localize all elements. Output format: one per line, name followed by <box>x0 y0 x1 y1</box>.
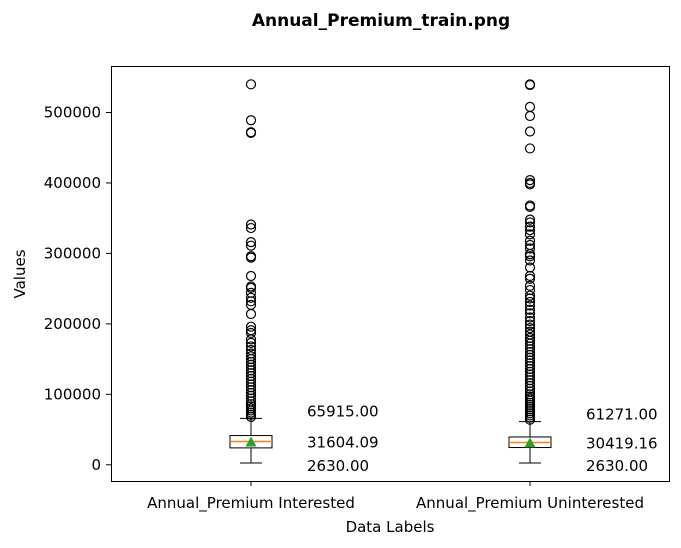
stat-annotation: 31604.09 <box>307 434 379 452</box>
outlier-point <box>524 175 536 186</box>
outlier-point <box>245 219 257 230</box>
outlier-point <box>524 221 536 232</box>
y-axis-label: Values <box>11 249 29 298</box>
outlier-point <box>524 143 536 154</box>
outlier-point <box>524 315 536 327</box>
outlier-point <box>245 270 257 282</box>
stat-annotation: 30419.16 <box>586 434 658 452</box>
outlier-point <box>245 327 257 339</box>
outlier-point <box>245 296 257 307</box>
y-tick-label: 400000 <box>44 174 101 192</box>
outlier-point <box>524 323 536 334</box>
outlier-point <box>245 115 257 126</box>
outlier-point <box>524 273 536 284</box>
stat-annotation: 2630.00 <box>586 457 648 475</box>
outlier-point <box>524 229 536 240</box>
outlier-point <box>245 222 257 234</box>
box-series: 65915.00 31604.09 2630.00 <box>229 79 379 475</box>
box-group: 65915.00 31604.09 2630.00 61271.00 30419.16 2… <box>229 79 658 475</box>
outlier-point <box>245 282 257 294</box>
outlier-point <box>524 304 536 315</box>
y-tick-label: 500000 <box>44 104 101 122</box>
outlier-point <box>524 79 536 91</box>
outlier-point <box>245 393 257 404</box>
chart-title: Annual_Premium_train.png <box>252 11 510 31</box>
outlier-point <box>245 79 257 90</box>
outlier-point <box>524 214 536 225</box>
y-tick-label: 0 <box>91 456 101 474</box>
mean-marker <box>245 436 257 447</box>
outlier-point <box>524 179 536 190</box>
mean-marker <box>524 437 536 448</box>
outlier-point <box>524 319 536 330</box>
outlier-point <box>524 251 536 262</box>
outlier-point <box>524 235 536 246</box>
outlier-point <box>245 240 257 251</box>
outlier-point <box>524 312 536 323</box>
x-axis-label: Data Labels <box>346 518 435 536</box>
outlier-point <box>245 308 257 320</box>
outlier-point <box>524 280 536 291</box>
outlier-point <box>245 334 257 345</box>
outlier-point <box>524 270 536 282</box>
y-tick-label: 100000 <box>44 385 101 403</box>
stat-annotation: 2630.00 <box>307 457 369 475</box>
y-tick-label: 300000 <box>44 244 101 262</box>
outlier-point <box>524 290 536 301</box>
outlier-point <box>524 293 536 304</box>
outlier-point <box>524 300 536 311</box>
y-axis-ticks: 0 100000 200000 300000 400000 500000 <box>44 104 112 474</box>
outlier-point <box>245 321 257 332</box>
outlier-point <box>245 127 257 139</box>
outlier-point <box>524 110 536 122</box>
stat-annotation: 65915.00 <box>307 402 379 420</box>
x-axis-ticks: Annual_Premium Interested Annual_Premium … <box>147 481 644 513</box>
outlier-point <box>245 341 257 352</box>
outlier-point <box>524 308 536 319</box>
box-series: 61271.00 30419.16 2630.00 <box>508 79 658 475</box>
outlier-point <box>524 243 536 254</box>
outlier-point <box>524 255 536 266</box>
outlier-point <box>245 252 257 263</box>
outlier-point <box>524 217 536 228</box>
plot-area-frame <box>111 66 670 482</box>
outlier-point <box>524 383 536 394</box>
outlier-point <box>245 237 257 248</box>
outlier-point <box>524 225 536 236</box>
x-tick-label: Annual_Premium Uninterested <box>416 494 644 513</box>
outlier-point <box>245 292 257 303</box>
outlier-point <box>245 337 257 349</box>
outlier-point <box>524 126 536 137</box>
outlier-point <box>524 296 536 308</box>
outlier-point <box>524 414 536 425</box>
outlier-point <box>524 201 536 213</box>
stat-annotation: 61271.00 <box>586 406 658 424</box>
x-tick-label: Annual_Premium Interested <box>147 494 355 513</box>
y-tick-label: 200000 <box>44 315 101 333</box>
outlier-point <box>245 411 257 422</box>
